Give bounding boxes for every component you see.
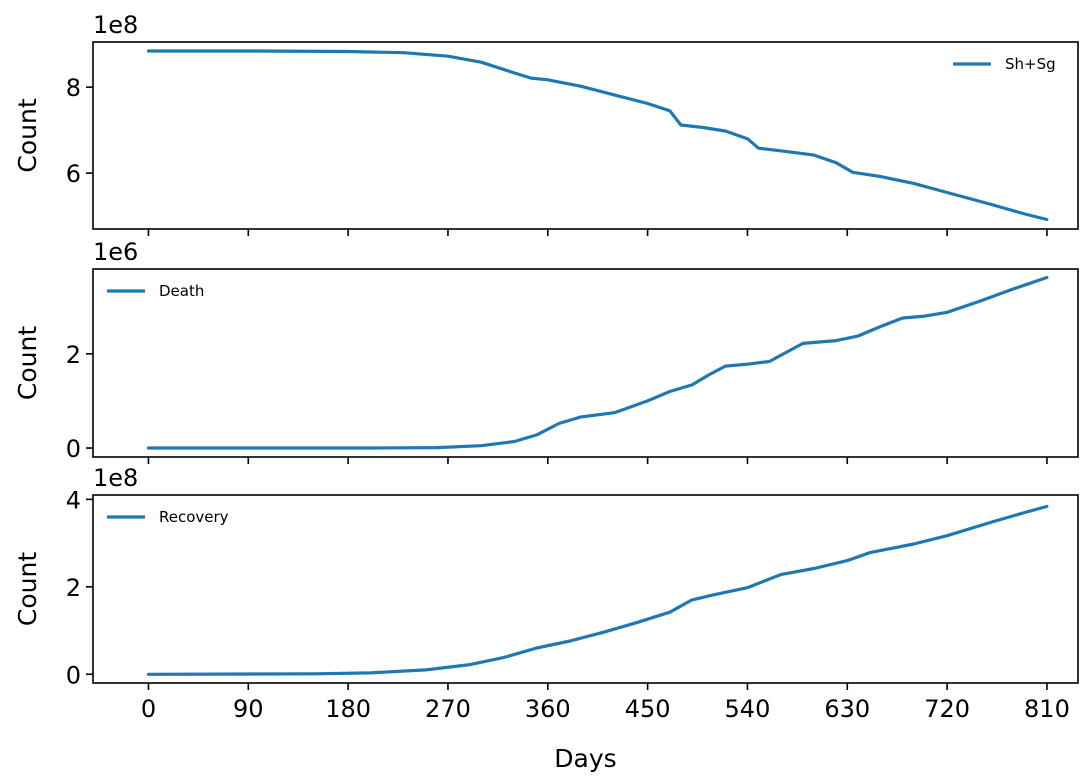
x-tick-label: 0 — [141, 695, 156, 723]
series-line-death — [146, 275, 1049, 450]
x-tick-label: 450 — [625, 695, 671, 723]
x-tick-label: 90 — [233, 695, 264, 723]
y-axis-label: Count — [13, 552, 42, 626]
y-axis-label: Count — [13, 326, 42, 400]
x-tick-label: 630 — [824, 695, 870, 723]
x-axis-label: Days — [554, 744, 616, 773]
axes-frame — [92, 494, 1079, 684]
subplot-2: 0 2 1e6 Count Death — [13, 238, 1079, 464]
x-tick-label: 810 — [1024, 695, 1070, 723]
x-tick-label: 540 — [725, 695, 771, 723]
x-tick-label: 360 — [525, 695, 571, 723]
x-tick-label: 720 — [924, 695, 970, 723]
legend: Death — [107, 282, 204, 300]
y-tick-label: 6 — [66, 160, 81, 188]
axes-frame — [92, 41, 1079, 230]
y-tick-label: 0 — [66, 661, 81, 689]
legend: Sh+Sg — [953, 55, 1056, 73]
y-axis-label: Count — [13, 98, 42, 172]
y-tick-label: 4 — [66, 486, 81, 514]
subplot-1: 6 8 1e8 Count Sh+Sg — [13, 11, 1079, 236]
legend-label: Sh+Sg — [1005, 55, 1056, 73]
series-line-recovery — [146, 504, 1049, 676]
y-offset-text: 1e8 — [93, 464, 138, 492]
y-tick-label: 8 — [66, 74, 81, 102]
x-tick-label: 180 — [325, 695, 371, 723]
legend: Recovery — [107, 508, 229, 526]
y-tick-label: 2 — [66, 574, 81, 602]
legend-label: Recovery — [159, 508, 229, 526]
subplot-3: 0 90 180 270 360 450 540 630 720 810 0 2 4 1e8 Count Da… — [13, 464, 1079, 773]
x-tick-label: 270 — [425, 695, 471, 723]
y-tick-label: 2 — [66, 341, 81, 369]
axes-frame — [92, 268, 1079, 458]
y-offset-text: 1e8 — [93, 11, 138, 39]
y-offset-text: 1e6 — [93, 238, 138, 266]
series-line-sh-sg — [146, 49, 1049, 222]
legend-label: Death — [159, 282, 204, 300]
y-tick-label: 0 — [66, 435, 81, 463]
